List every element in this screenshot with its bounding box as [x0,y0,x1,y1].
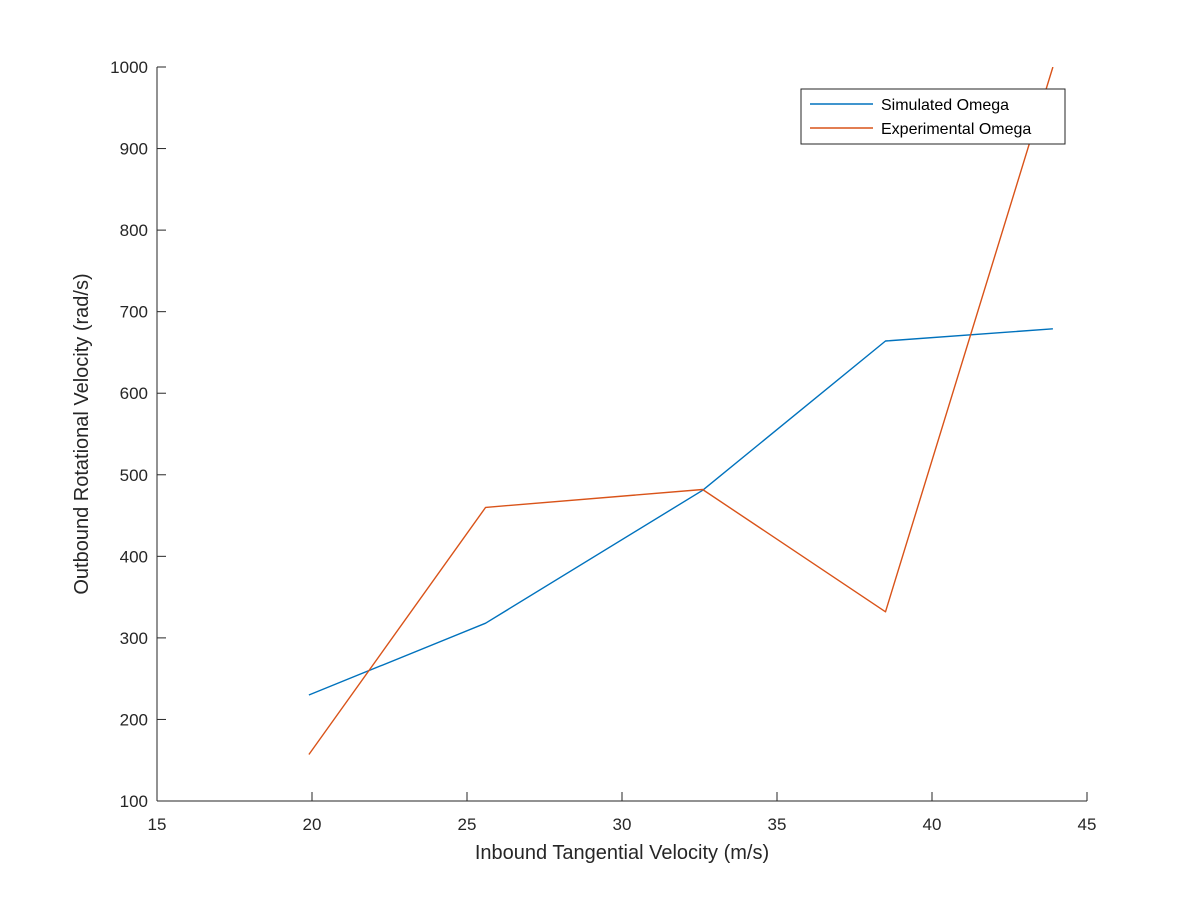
legend-box [800,88,1066,145]
x-tick-label: 40 [923,815,942,834]
y-tick-label: 800 [120,221,148,240]
x-tick-label: 30 [613,815,632,834]
x-tick-label: 25 [458,815,477,834]
y-axis-label: Outbound Rotational Velocity (rad/s) [71,273,93,594]
legend-label-experimental: Experimental Omega [881,121,1031,138]
y-tick-label: 300 [120,629,148,648]
x-tick-label: 45 [1078,815,1097,834]
y-tick-label: 200 [120,710,148,729]
x-ticks: 15 20 25 30 35 40 45 [148,792,1097,834]
x-tick-label: 20 [303,815,322,834]
x-tick-label: 15 [148,815,167,834]
y-tick-label: 100 [120,792,148,811]
series-layer [308,67,1054,755]
legend: Simulated Omega Experimental Omega [800,88,1066,145]
y-tick-label: 1000 [110,58,148,77]
y-tick-label: 600 [120,384,148,403]
y-tick-label: 500 [120,466,148,485]
x-tick-label: 35 [768,815,787,834]
y-tick-label: 700 [120,303,148,322]
plot-background [157,67,1087,801]
series-line-experimental-omega [308,67,1054,755]
y-ticks: 100 200 300 400 500 600 700 800 900 1000 [110,58,166,811]
y-tick-label: 900 [120,140,148,159]
y-tick-label: 400 [120,547,148,566]
x-axis-label: Inbound Tangential Velocity (m/s) [475,842,769,864]
legend-label-simulated: Simulated Omega [881,97,1009,114]
